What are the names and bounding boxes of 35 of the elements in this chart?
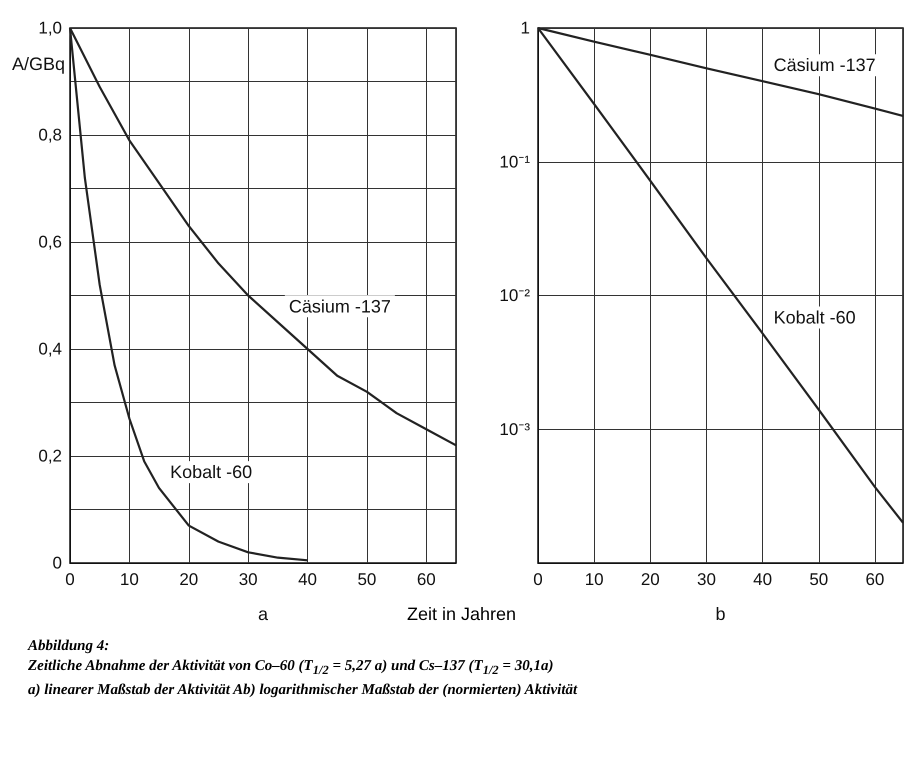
x-tick-label: 0: [533, 570, 543, 589]
x-tick-label: 0: [65, 570, 75, 589]
y-tick-label: 0,6: [38, 232, 62, 252]
text: Zeit in Jahren: [406, 604, 516, 624]
y-tick-label: 1: [520, 18, 530, 38]
y-tick-label: 10⁻³: [499, 420, 530, 439]
text: Zeitliche Abnahme der Aktivität von Co–60 (T$_{1/2}$ = 5,27 a) und Cs–137 (T$_{1/2}$ = 30,1a): [28, 657, 554, 679]
y-axis-title: A/GBq: [12, 54, 66, 74]
series-label: Cäsium -137: [774, 55, 876, 76]
x-tick-label: 50: [357, 570, 376, 589]
x-tick-label: 50: [809, 570, 828, 589]
x-axis-title: b: [715, 604, 726, 624]
series-label: Kobalt -60: [170, 462, 252, 482]
series-label: Kobalt -60: [774, 307, 856, 328]
x-tick-label: 60: [865, 570, 884, 589]
y-tick-label: 10⁻²: [499, 286, 530, 305]
y-tick-label: 0,4: [38, 340, 62, 358]
x-tick-label: 20: [640, 570, 660, 589]
y-tick-label: 1,0: [38, 18, 62, 38]
text: a) linearer Maßstab der Aktivität Ab) logarithmischer Maßstab der (normierten) Aktivität: [28, 681, 578, 700]
x-tick-label: 40: [753, 570, 772, 589]
text: Abbildung 4:: [28, 637, 110, 656]
y-tick-label: 10⁻¹: [499, 152, 530, 172]
x-tick-label: 30: [697, 570, 716, 589]
y-tick-label: 0,8: [38, 126, 62, 144]
y-tick-label: 0: [52, 554, 62, 572]
x-tick-label: 40: [298, 570, 317, 589]
series-label: Cäsium -137: [288, 296, 391, 316]
x-axis-title: a: [258, 604, 269, 624]
x-tick-label: 10: [584, 570, 604, 589]
x-tick-label: 10: [120, 570, 139, 589]
x-tick-label: 30: [238, 570, 258, 589]
x-tick-label: 60: [416, 570, 436, 589]
y-tick-label: 0,2: [38, 446, 62, 466]
x-tick-label: 20: [179, 570, 198, 589]
